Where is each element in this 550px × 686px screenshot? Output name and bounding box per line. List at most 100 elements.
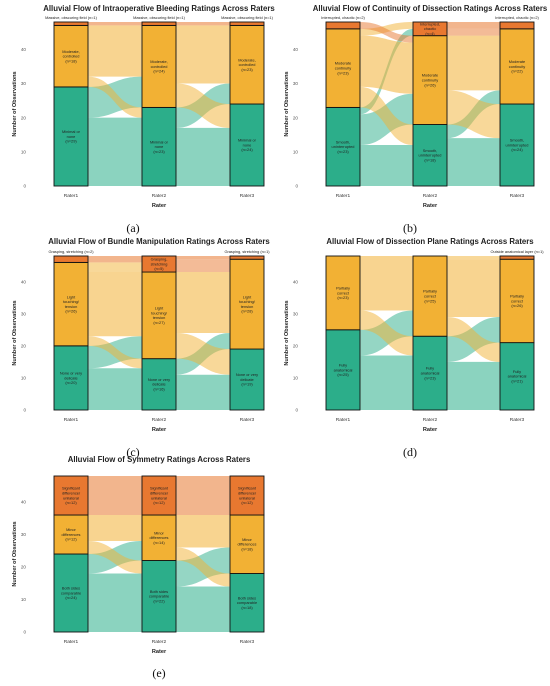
node-label-line: Fully xyxy=(426,366,434,371)
node-label-line: differences xyxy=(238,542,257,547)
node-label-line: tension xyxy=(241,304,254,309)
y-tick-label: 10 xyxy=(21,376,27,381)
node-label: Minimal or none (n=23) xyxy=(150,139,169,154)
node-count: (n=24) xyxy=(153,69,165,74)
node-label: None or very delicate (n=19) xyxy=(236,372,258,387)
node-bar xyxy=(412,335,448,411)
node-label: Significant difference/unilateral (n=12) xyxy=(62,486,81,505)
node-label-line: chaotic xyxy=(424,26,436,31)
node-label-line: Minor xyxy=(242,537,252,542)
x-axis-label: Rater xyxy=(152,427,167,433)
node-label-line: Both sides xyxy=(62,586,80,591)
flow-band xyxy=(447,28,500,36)
rater-axis-label: Rater1 xyxy=(336,417,351,423)
node-label-line: None or very xyxy=(60,371,82,376)
node-label: Moderate, controlled (n=23) xyxy=(238,57,256,72)
chart-title: Alluvial Flow of Continuity of Dissectio… xyxy=(313,4,548,13)
chart-panel-4: Alluvial Flow of Dissection Plane Rating… xyxy=(284,237,544,459)
node-top-label-count: (n=1) xyxy=(264,15,274,20)
node-label-line: Smooth, xyxy=(423,148,438,153)
flow-band xyxy=(176,272,230,333)
node-label-line: Significant xyxy=(238,486,257,491)
node-bar xyxy=(141,106,177,187)
y-tick-label: 20 xyxy=(293,115,299,120)
node-bar xyxy=(229,103,265,187)
y-tick-label: 40 xyxy=(293,47,299,52)
node-count: (n=23) xyxy=(337,295,349,300)
node-bar xyxy=(325,21,361,30)
node-count: (n=18) xyxy=(65,58,77,63)
panel-caption: (c) xyxy=(126,445,139,459)
node-label: Smooth, uninterrupted (n=18) xyxy=(419,148,442,163)
node-label-line: correct xyxy=(511,298,524,303)
flow-band xyxy=(88,272,142,337)
node-bar xyxy=(141,358,177,411)
flow-band xyxy=(88,76,142,118)
node-bar xyxy=(229,573,265,633)
flow-band xyxy=(176,374,230,410)
flow-band xyxy=(88,117,142,186)
flow-band xyxy=(360,22,413,43)
node-top-label-name: Grasping, stretching xyxy=(48,249,84,254)
node-label-line: Moderate xyxy=(509,59,525,64)
node-label-line: Minimal or xyxy=(62,129,81,134)
node-top-label-count: (n=2) xyxy=(356,15,366,20)
node-top-label-count: (n=2) xyxy=(530,15,540,20)
node-count: (n=14) xyxy=(153,540,165,545)
y-axis-label: Number of Observations xyxy=(284,71,290,136)
y-tick-label: 0 xyxy=(295,184,298,189)
node-top-label-name: Massive, obscuring field xyxy=(133,15,176,20)
node-label-line: Moderate, xyxy=(62,49,80,54)
node-bar xyxy=(229,24,265,105)
chart-panel-5: Alluvial Flow of Symmetry Ratings Across… xyxy=(12,455,265,680)
node-label: Minimal or none (n=29) xyxy=(62,129,81,144)
node-top-label: Massive, obscuring field (n=1) xyxy=(221,15,274,20)
node-label: Both sides comparable (n=18) xyxy=(237,595,257,610)
flow-band xyxy=(447,256,500,260)
panel-caption: (b) xyxy=(403,221,417,235)
node-label-line: none xyxy=(67,134,76,139)
node-top-label-count: (n=1) xyxy=(534,249,544,254)
rater-axis-label: Rater3 xyxy=(510,193,525,199)
y-tick-label: 0 xyxy=(23,408,26,413)
y-tick-label: 40 xyxy=(293,279,299,284)
node-bar xyxy=(325,255,361,331)
node-label-line: difference/ xyxy=(150,491,169,496)
node-label-line: differences xyxy=(62,532,81,537)
node-top-label-count: (n=1) xyxy=(260,249,270,254)
node-count: (n=19) xyxy=(241,382,253,387)
node-count: (n=26) xyxy=(65,309,77,314)
y-axis-label: Number of Observations xyxy=(284,300,290,365)
chart-title: Alluvial Flow of Dissection Plane Rating… xyxy=(326,237,534,246)
node-label: Interrupted, chaotic (n=4) xyxy=(420,21,440,36)
node-count: (n=24) xyxy=(65,595,77,600)
node-bar xyxy=(229,255,265,260)
node-label: Smooth, uninterrupted (n=24) xyxy=(506,138,529,153)
node-label-line: None or very xyxy=(236,372,258,377)
node-label: Minor differences (n=14) xyxy=(150,530,169,545)
rater-axis-label: Rater1 xyxy=(64,417,79,423)
node-bar xyxy=(53,255,89,263)
node-count: (n=26) xyxy=(424,82,436,87)
node-label-line: controlled xyxy=(151,64,168,69)
flow-band xyxy=(176,476,230,515)
node-label-line: stretching xyxy=(151,261,168,266)
node-label-line: None or very xyxy=(148,377,170,382)
chart-title: Alluvial Flow of Symmetry Ratings Across… xyxy=(68,455,251,464)
node-bar xyxy=(412,35,448,125)
node-label-line: touching/ xyxy=(239,299,256,304)
node-label-line: difference/ xyxy=(238,491,257,496)
panel-caption: (a) xyxy=(126,221,139,235)
flow-band xyxy=(176,22,230,26)
node-bar xyxy=(229,475,265,516)
x-axis-label: Rater xyxy=(152,203,167,209)
panel-caption: (d) xyxy=(403,445,417,459)
node-label-line: Significant xyxy=(150,486,169,491)
node-label: Minor differences (n=18) xyxy=(238,537,257,552)
node-label-line: delicate xyxy=(240,377,253,382)
node-bar xyxy=(499,103,535,187)
node-label-line: Partially xyxy=(336,285,350,290)
node-bar xyxy=(412,21,448,37)
node-label: Fully anatomical (n=25) xyxy=(334,362,353,377)
